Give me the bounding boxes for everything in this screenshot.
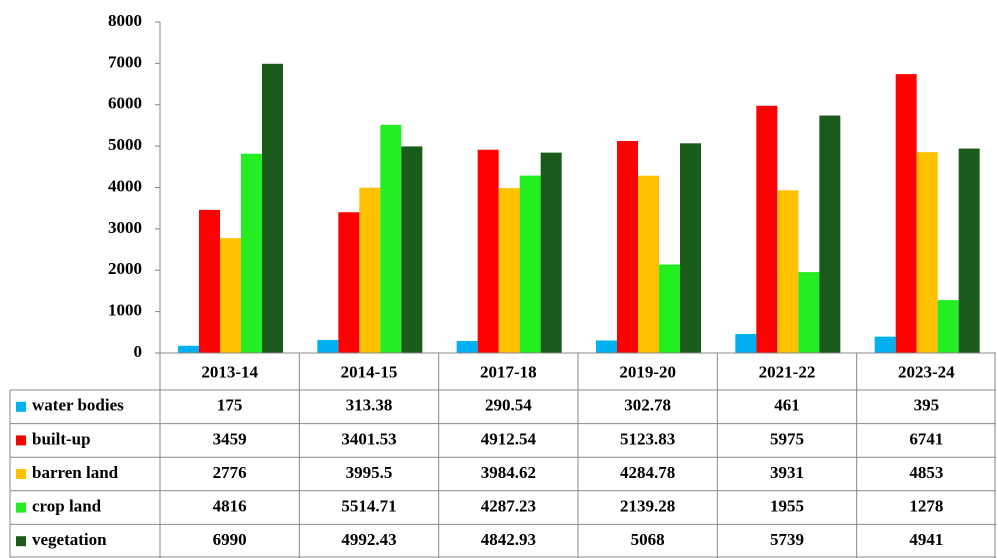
legend-label: crop land [32, 497, 102, 516]
table-value: 4284.78 [620, 463, 675, 482]
legend-label: water bodies [32, 396, 124, 415]
table-value: 290.54 [485, 396, 532, 415]
legend-swatch [16, 536, 26, 547]
table-value: 3459 [213, 429, 247, 448]
y-tick-label: 2000 [108, 259, 142, 278]
bar [317, 340, 339, 353]
bar [401, 146, 423, 353]
table-value: 5123.83 [620, 429, 675, 448]
bar [958, 148, 980, 353]
bar [359, 187, 381, 353]
bar [916, 152, 938, 353]
y-tick-label: 0 [134, 342, 143, 361]
bar [477, 149, 499, 353]
table-value: 175 [217, 396, 243, 415]
table-value: 3995.5 [346, 463, 393, 482]
table-value: 5514.71 [341, 497, 396, 516]
bar [199, 209, 220, 353]
bar [380, 124, 402, 353]
legend-label: vegetation [32, 530, 107, 549]
table-value: 2139.28 [620, 497, 675, 516]
bar [895, 74, 917, 353]
table-value: 4992.43 [341, 530, 396, 549]
x-tick-label: 2014-15 [341, 362, 398, 381]
y-tick-label: 1000 [108, 301, 142, 320]
table-value: 302.78 [624, 396, 671, 415]
bar [874, 336, 896, 353]
bar [540, 152, 562, 353]
table-value: 4842.93 [481, 530, 536, 549]
bar [659, 264, 680, 353]
bar [220, 238, 241, 353]
table-value: 5068 [631, 530, 665, 549]
table-value: 313.38 [346, 396, 393, 415]
table-value: 4287.23 [481, 497, 536, 516]
table-value: 461 [774, 396, 800, 415]
table-value: 4816 [213, 497, 247, 516]
legend-swatch [16, 435, 26, 446]
table-value: 3984.62 [481, 463, 536, 482]
table-value: 4853 [909, 463, 943, 482]
bar [338, 212, 360, 353]
table-value: 6990 [213, 530, 247, 549]
x-tick-label: 2013-14 [201, 362, 258, 381]
y-tick-label: 3000 [108, 218, 142, 237]
bar [735, 333, 757, 353]
legend-label: barren land [32, 463, 119, 482]
y-tick-label: 7000 [108, 52, 142, 71]
y-tick-label: 8000 [108, 11, 142, 30]
table-value: 2776 [213, 463, 247, 482]
legend-swatch [16, 469, 26, 479]
legend-swatch [16, 502, 26, 513]
bar [456, 340, 478, 353]
table-value: 3931 [770, 463, 804, 482]
bar [241, 153, 262, 353]
bar [178, 345, 199, 353]
bar [617, 141, 638, 353]
table-value: 5739 [770, 530, 804, 549]
table-value: 6741 [909, 429, 943, 448]
table-value: 1278 [909, 497, 943, 516]
bar [937, 300, 959, 353]
bar [798, 272, 820, 353]
legend-label: built-up [32, 429, 91, 448]
bar [777, 190, 799, 353]
x-tick-label: 2019-20 [619, 362, 676, 381]
bar [596, 340, 617, 353]
table-value: 3401.53 [341, 429, 396, 448]
bar [262, 63, 283, 353]
bar [498, 188, 520, 353]
x-tick-label: 2023-24 [898, 362, 955, 381]
bar [638, 175, 659, 353]
table-value: 395 [914, 396, 940, 415]
bar [819, 115, 841, 353]
table-value: 4912.54 [481, 429, 537, 448]
legend-swatch [16, 401, 26, 412]
x-tick-label: 2021-22 [759, 362, 816, 381]
bar [519, 175, 541, 353]
table-value: 1955 [770, 497, 804, 516]
x-tick-label: 2017-18 [480, 362, 537, 381]
y-tick-label: 6000 [108, 94, 142, 113]
y-tick-label: 5000 [108, 135, 142, 154]
y-tick-label: 4000 [108, 176, 142, 195]
table-value: 5975 [770, 429, 804, 448]
table-value: 4941 [909, 530, 943, 549]
bar [680, 143, 701, 353]
bar [756, 105, 778, 353]
